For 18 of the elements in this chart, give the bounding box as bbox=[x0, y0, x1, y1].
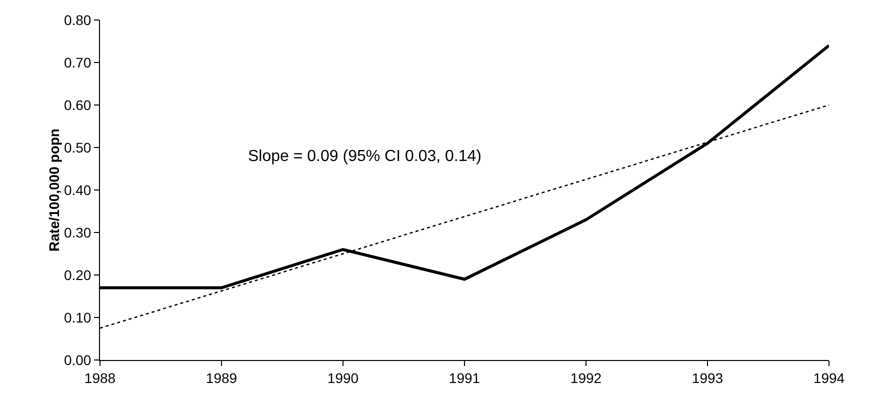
y-tick-label: 0.50 bbox=[64, 139, 92, 156]
x-tick-label: 1994 bbox=[813, 370, 845, 386]
y-tick-label: 0.00 bbox=[64, 352, 92, 368]
x-tick-label: 1990 bbox=[327, 370, 359, 386]
x-tick-label: 1991 bbox=[448, 370, 480, 386]
x-tick-label: 1988 bbox=[84, 370, 116, 386]
y-tick-label: 0.80 bbox=[64, 12, 92, 28]
y-tick-label: 0.70 bbox=[64, 54, 92, 70]
x-tick-label: 1989 bbox=[206, 370, 238, 386]
y-tick-label: 0.10 bbox=[64, 309, 92, 326]
y-tick-label: 0.30 bbox=[64, 224, 92, 240]
x-tick-label: 1993 bbox=[692, 370, 724, 386]
y-tick-label: 0.60 bbox=[64, 96, 92, 113]
y-axis-title: Rate/100,000 popn bbox=[46, 128, 62, 252]
annotation: Slope = 0.09 (95% CI 0.03, 0.14) bbox=[248, 148, 482, 165]
y-tick-label: 0.20 bbox=[64, 266, 92, 283]
y-tick-label: 0.40 bbox=[64, 182, 92, 198]
x-tick-label: 1992 bbox=[570, 370, 602, 386]
